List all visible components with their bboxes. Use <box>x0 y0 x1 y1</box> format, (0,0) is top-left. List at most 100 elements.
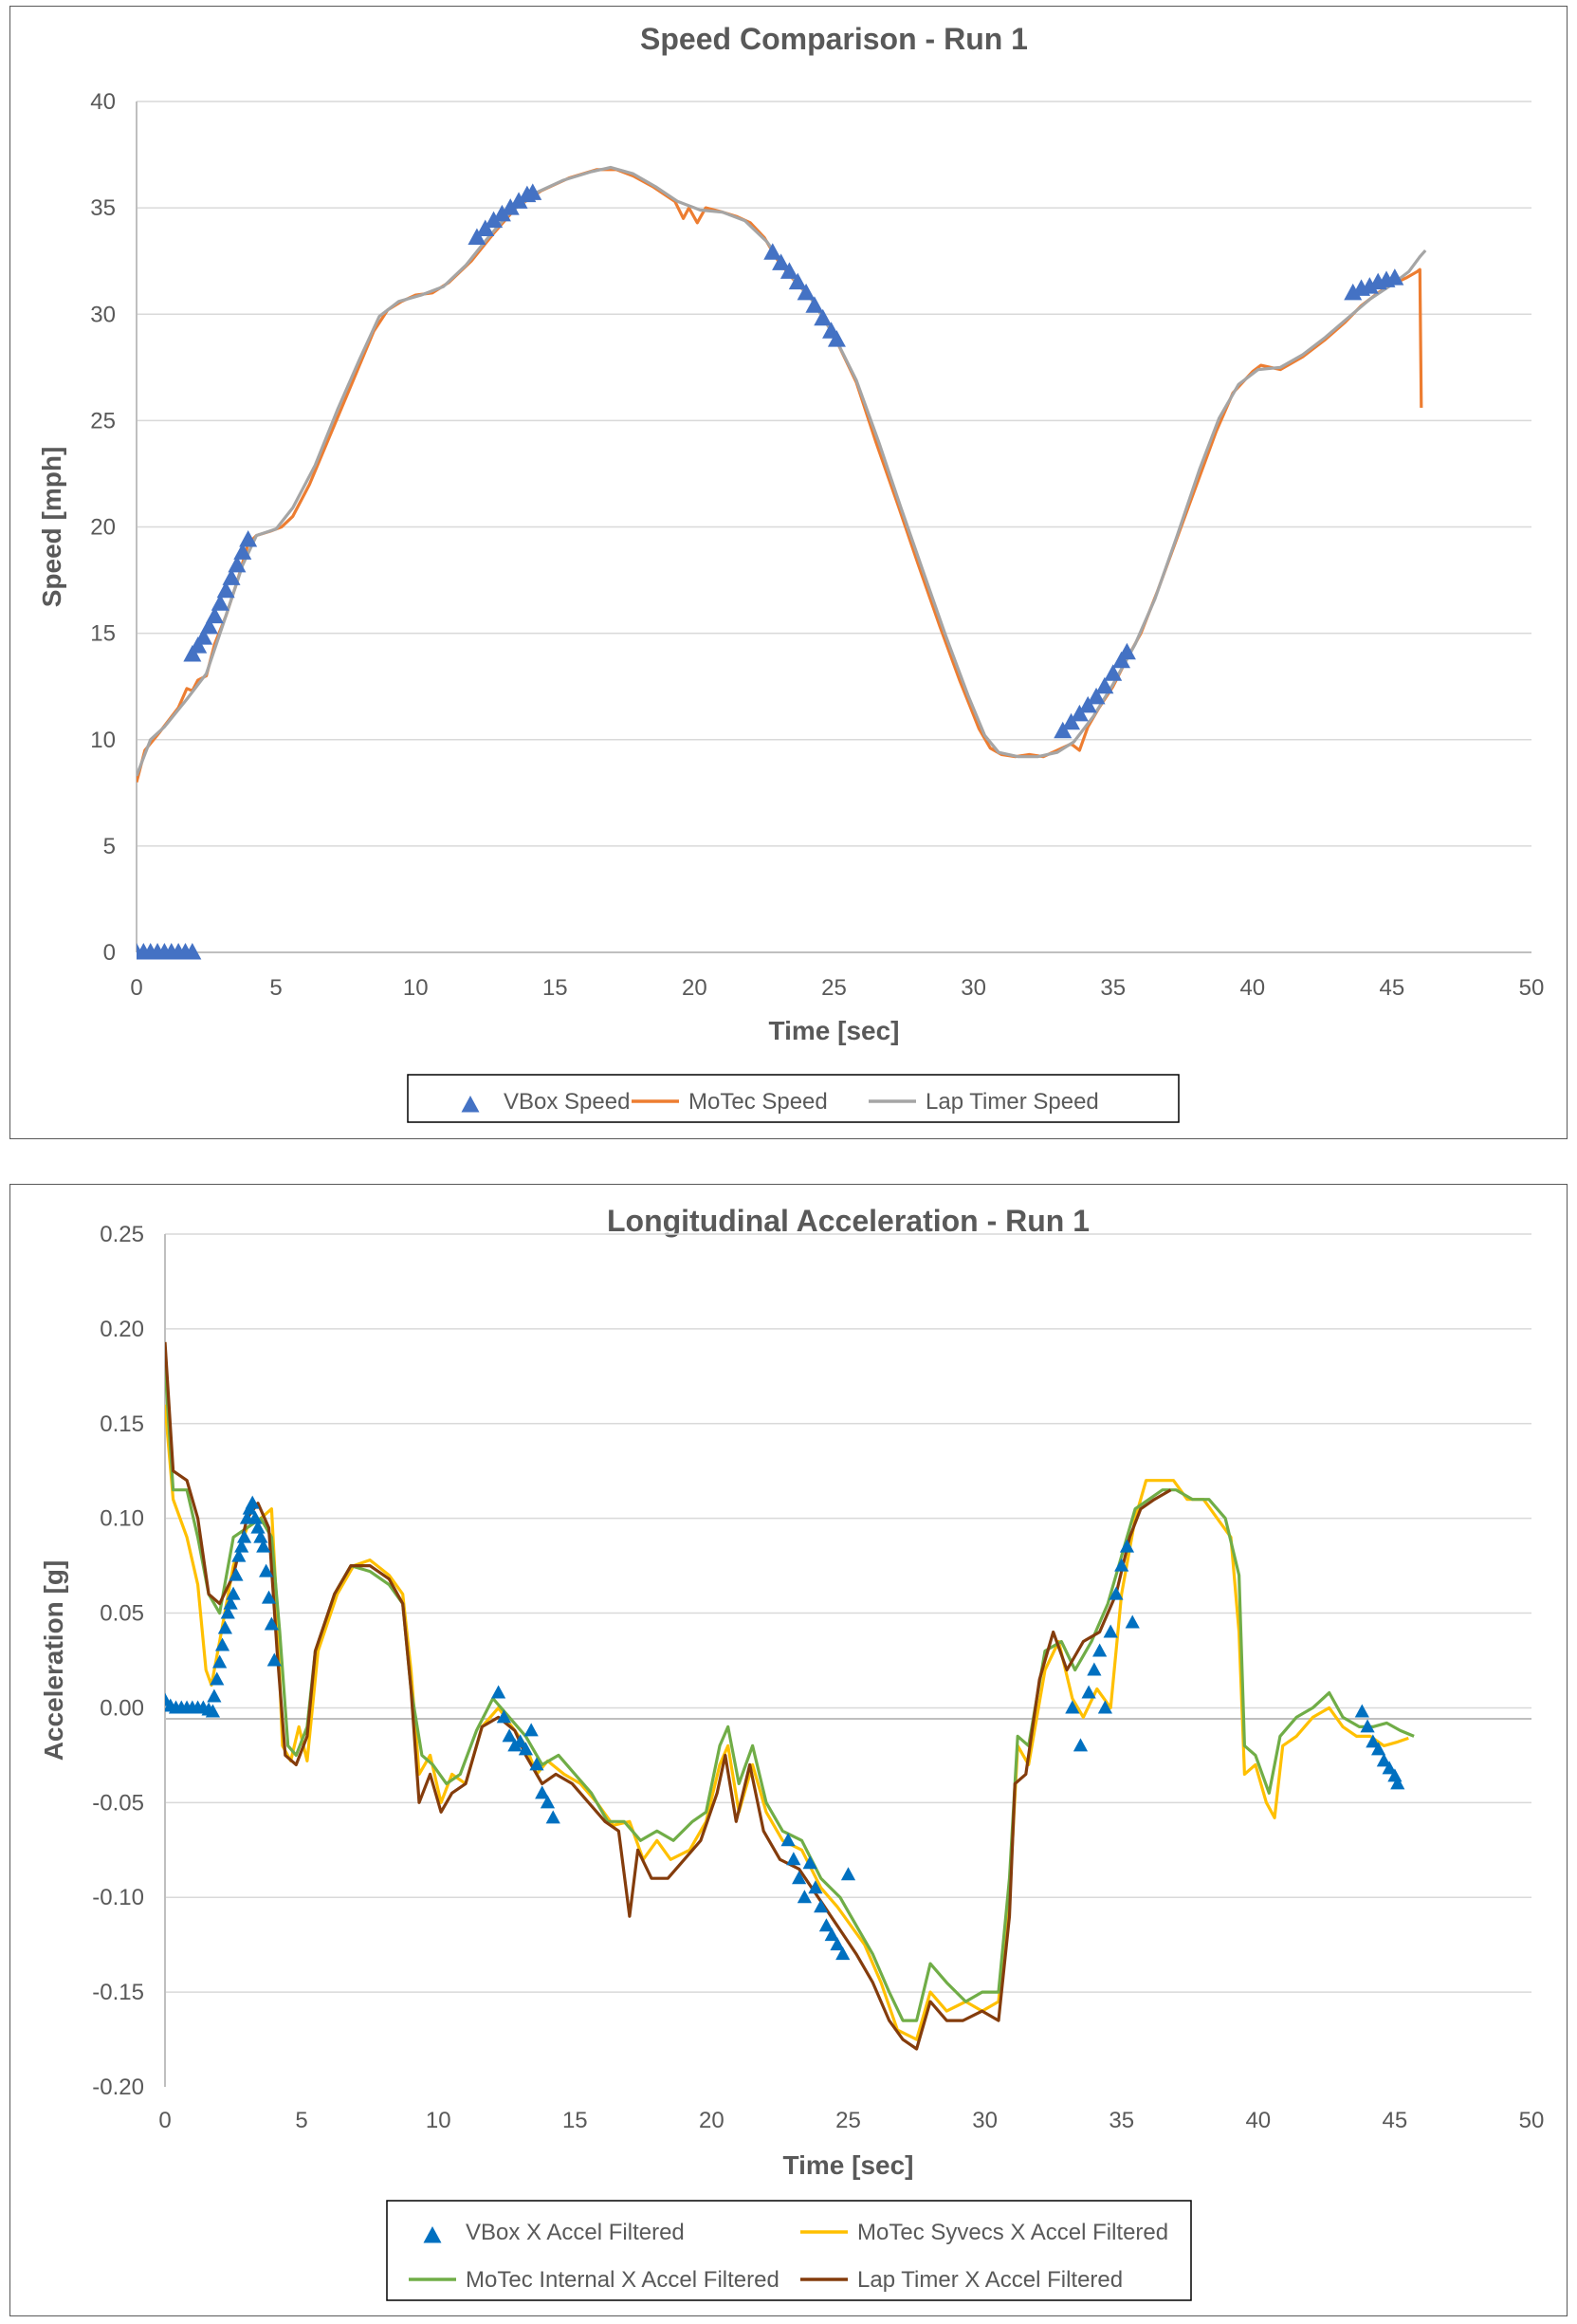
data-point-vbox-x-accel-filtered <box>248 1510 263 1524</box>
legend-box <box>407 1074 1180 1123</box>
data-point-vbox-x-accel-filtered <box>217 1620 233 1634</box>
data-point-vbox-x-accel-filtered <box>840 1867 856 1881</box>
x-tick-label: 20 <box>682 975 707 1001</box>
data-point-vbox-x-accel-filtered <box>808 1880 823 1894</box>
data-point-vbox-x-accel-filtered <box>210 1671 225 1686</box>
y-tick-label: 15 <box>90 621 116 647</box>
y-tick-label: 0.05 <box>100 1601 144 1627</box>
data-point-vbox-x-accel-filtered <box>1366 1734 1381 1748</box>
data-point-vbox-x-accel-filtered <box>223 1595 238 1610</box>
series-line-motec-syvecs-x-accel-filtered <box>165 1404 1409 2041</box>
data-point-vbox-x-accel-filtered <box>212 1654 228 1669</box>
x-tick-label: 5 <box>295 2108 307 2133</box>
data-point-vbox-x-accel-filtered <box>496 1709 511 1724</box>
data-point-vbox-speed <box>1087 687 1106 705</box>
data-point-vbox-x-accel-filtered <box>1097 1700 1113 1714</box>
legend-label-vbox-x-accel-filtered: VBox X Accel Filtered <box>466 2220 685 2245</box>
series-line-lap-timer-x-accel-filtered <box>165 1341 1172 2051</box>
data-point-vbox-speed <box>199 617 218 635</box>
data-point-vbox-speed <box>1095 676 1114 694</box>
data-point-vbox-speed <box>788 272 807 290</box>
x-tick-label: 0 <box>130 975 142 1001</box>
data-point-vbox-x-accel-filtered <box>818 1918 834 1932</box>
data-point-vbox-x-accel-filtered <box>229 1567 244 1581</box>
speed-chart-svg: Speed Comparison - Run 1 0 5 10 15 20 25 30 35 40… <box>37 22 1545 1123</box>
data-point-vbox-x-accel-filtered <box>1354 1704 1369 1718</box>
x-tick-label: 35 <box>1100 975 1126 1001</box>
data-point-vbox-x-accel-filtered <box>1371 1742 1386 1756</box>
legend-label-lap-timer-speed: Lap Timer Speed <box>926 1089 1099 1115</box>
data-point-vbox-x-accel-filtered <box>231 1548 247 1562</box>
x-tick-label: 0 <box>158 2108 171 2133</box>
data-point-vbox-speed <box>485 211 504 229</box>
data-point-vbox-x-accel-filtered <box>256 1539 271 1553</box>
data-point-vbox-x-accel-filtered <box>835 1946 851 1961</box>
data-point-vbox-x-accel-filtered <box>1382 1761 1397 1775</box>
data-point-vbox-speed <box>1078 695 1097 713</box>
data-point-vbox-x-accel-filtered <box>529 1757 544 1771</box>
data-point-vbox-speed <box>1117 642 1136 660</box>
data-point-vbox-speed <box>1062 712 1081 730</box>
x-tick-label: 30 <box>972 2108 998 2133</box>
data-point-vbox-speed <box>523 183 542 200</box>
data-point-vbox-speed <box>814 308 833 326</box>
data-point-vbox-x-accel-filtered <box>234 1539 249 1553</box>
data-point-vbox-x-accel-filtered <box>523 1723 539 1737</box>
y-tick-label: -0.05 <box>92 1790 144 1816</box>
data-point-vbox-speed <box>183 943 202 960</box>
data-point-vbox-x-accel-filtered <box>1081 1685 1096 1699</box>
data-point-vbox-speed <box>476 219 495 237</box>
plot-area <box>137 165 1427 960</box>
x-tick-label: 20 <box>699 2108 724 2133</box>
chart-title: Longitudinal Acceleration - Run 1 <box>607 1204 1090 1238</box>
acceleration-chart: Longitudinal Acceleration - Run 1 -0.20 -0… <box>9 1184 1568 2316</box>
legend-label-vbox-speed: VBox Speed <box>504 1089 630 1115</box>
x-tick-label: 45 <box>1380 975 1405 1001</box>
y-tick-label: 0.00 <box>100 1695 144 1721</box>
plot-area <box>165 1341 1415 2051</box>
data-point-vbox-x-accel-filtered <box>545 1810 560 1824</box>
y-tick-label: 0.25 <box>100 1222 144 1247</box>
legend-label-lap-timer-x-accel-filtered: Lap Timer X Accel Filtered <box>857 2267 1123 2293</box>
x-tick-label: 35 <box>1109 2108 1134 2133</box>
chart-title: Speed Comparison - Run 1 <box>640 22 1028 56</box>
data-point-vbox-speed <box>183 645 202 662</box>
data-point-vbox-speed <box>228 555 247 573</box>
data-point-vbox-x-accel-filtered <box>205 1704 221 1718</box>
y-tick-label: 0.15 <box>100 1411 144 1437</box>
x-tick-label: 50 <box>1519 2108 1545 2133</box>
data-point-vbox-x-accel-filtered <box>797 1890 812 1904</box>
data-point-vbox-x-accel-filtered <box>1360 1719 1375 1733</box>
data-point-vbox-speed <box>1104 664 1123 681</box>
data-point-vbox-speed <box>492 204 511 222</box>
legend: VBox X Accel Filtered MoTec Syvecs X Acce… <box>386 2200 1192 2301</box>
data-point-vbox-x-accel-filtered <box>1125 1614 1140 1629</box>
data-point-vbox-x-accel-filtered <box>266 1652 282 1667</box>
x-tick-label: 40 <box>1245 2108 1271 2133</box>
data-point-vbox-x-accel-filtered <box>1390 1776 1405 1790</box>
data-point-vbox-speed <box>222 568 241 585</box>
x-tick-label: 5 <box>269 975 282 1001</box>
data-point-vbox-speed <box>1360 277 1379 294</box>
data-point-vbox-x-accel-filtered <box>830 1937 845 1951</box>
legend-label-motec-speed: MoTec Speed <box>688 1089 828 1115</box>
y-tick-label: 25 <box>90 408 116 433</box>
y-tick-label: 0.20 <box>100 1317 144 1342</box>
x-tick-label: 25 <box>821 975 847 1001</box>
data-point-vbox-speed <box>1054 721 1073 739</box>
data-point-vbox-x-accel-filtered <box>824 1927 839 1942</box>
data-point-vbox-x-accel-filtered <box>535 1785 550 1799</box>
x-tick-label: 50 <box>1519 975 1545 1001</box>
data-point-vbox-speed <box>827 330 846 347</box>
data-point-vbox-speed <box>509 192 528 209</box>
data-point-vbox-speed <box>239 529 258 547</box>
x-tick-label: 10 <box>426 2108 451 2133</box>
data-point-vbox-speed <box>763 243 782 260</box>
legend: VBox Speed MoTec Speed Lap Timer Speed <box>407 1074 1180 1123</box>
legend-marker-vbox-speed <box>461 1096 480 1113</box>
legend-box <box>386 2200 1192 2301</box>
data-point-vbox-x-accel-filtered <box>165 1692 173 1706</box>
data-point-vbox-x-accel-filtered <box>786 1852 801 1866</box>
x-tick-label: 10 <box>403 975 429 1001</box>
y-tick-label: 40 <box>90 89 116 115</box>
